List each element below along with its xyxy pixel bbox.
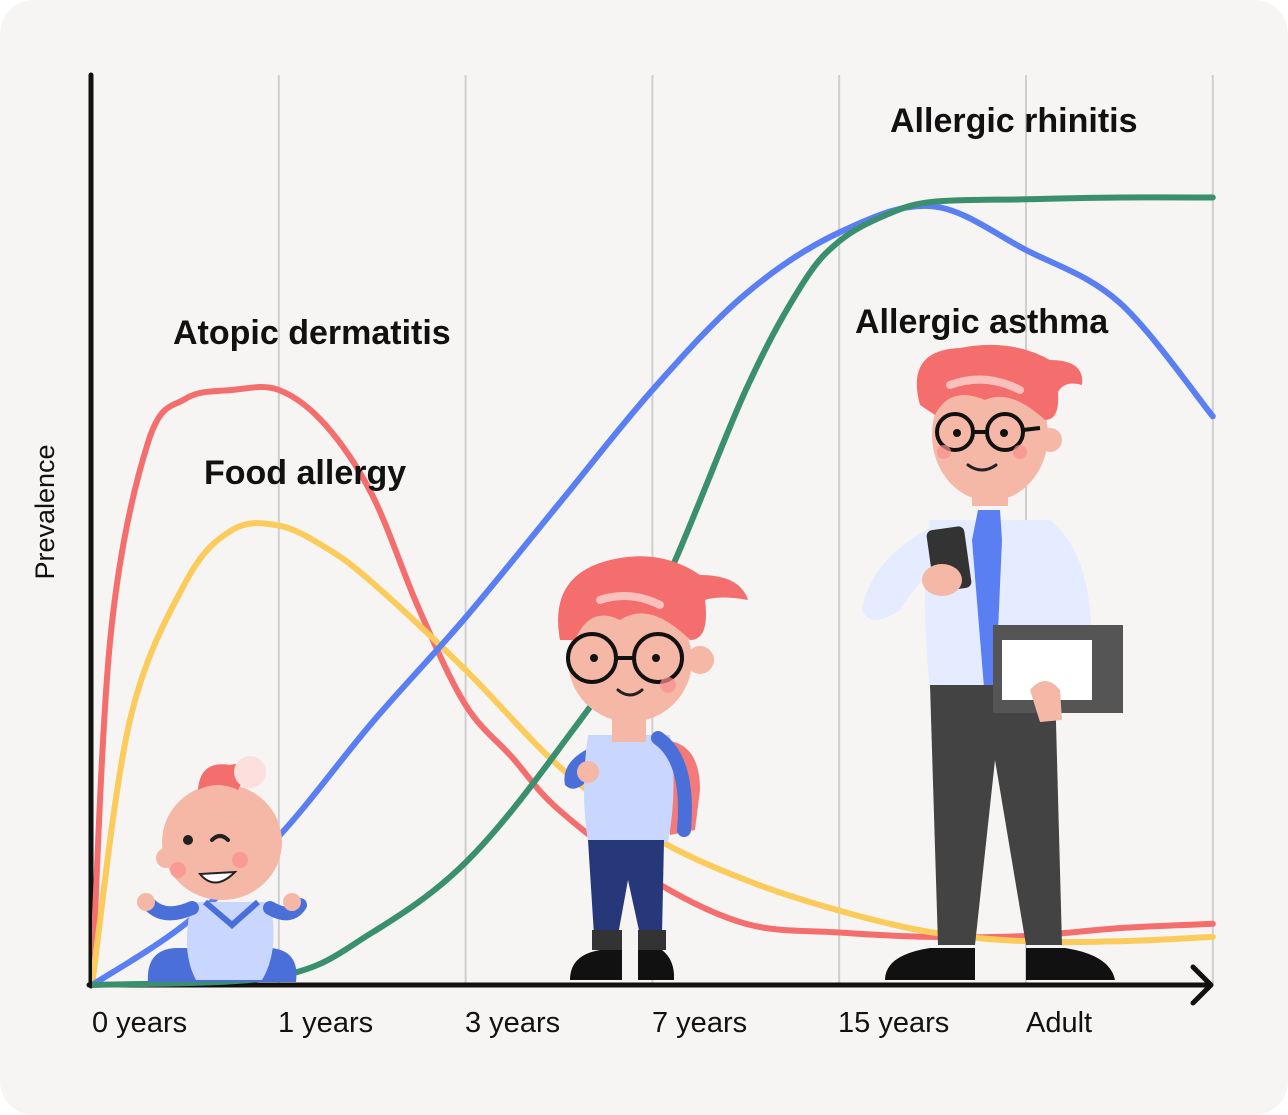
x-tick-7-years: 7 years — [652, 1007, 747, 1039]
series-line-atopic-dermatitis — [92, 384, 1216, 988]
y-axis-title: Prevalence — [30, 444, 60, 579]
x-tick-3-years: 3 years — [465, 1007, 560, 1039]
baby-illustration — [137, 756, 307, 982]
x-tick-adult: Adult — [1026, 1007, 1092, 1039]
x-tick-1-years: 1 years — [278, 1007, 373, 1039]
label-food-allergy: Food allergy — [204, 454, 406, 492]
x-tick-labels: 0 years 1 years 3 years 7 years 15 years… — [92, 1007, 1092, 1039]
label-atopic-dermatitis: Atopic dermatitis — [173, 314, 451, 352]
x-tick-15-years: 15 years — [838, 1007, 949, 1039]
series-line-allergic-rhinitis — [92, 194, 1216, 988]
label-allergic-rhinitis: Allergic rhinitis — [890, 102, 1138, 140]
label-allergic-asthma: Allergic asthma — [855, 303, 1109, 341]
adult-illustration — [862, 344, 1123, 980]
vertical-gridlines — [277, 75, 1214, 985]
x-axis-arrowhead — [1190, 964, 1214, 1006]
child-illustration — [558, 556, 748, 980]
x-tick-0-years: 0 years — [92, 1007, 187, 1039]
